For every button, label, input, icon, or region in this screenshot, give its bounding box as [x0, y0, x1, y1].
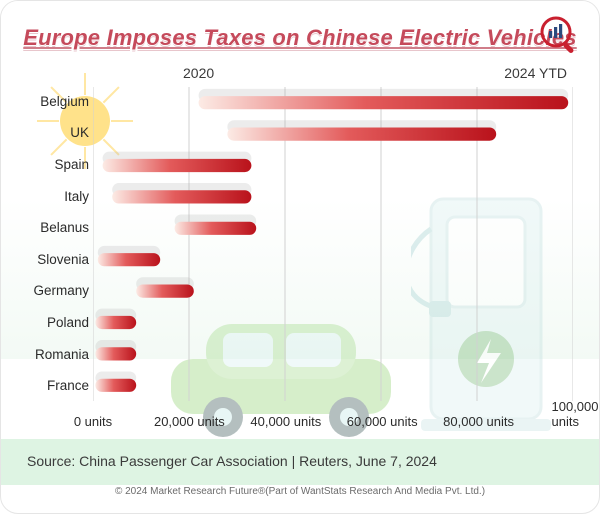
- y-label: Belanus: [19, 220, 89, 235]
- copyright-text: © 2024 Market Research Future®(Part of W…: [1, 486, 599, 497]
- source-text: Source: China Passenger Car Association …: [27, 453, 437, 469]
- y-label: Slovenia: [19, 252, 89, 267]
- y-label: France: [19, 378, 89, 393]
- y-label: Italy: [19, 189, 89, 204]
- x-label: 40,000 units: [250, 414, 321, 429]
- x-label: 0 units: [74, 414, 112, 429]
- content-layer: Europe Imposes Taxes on Chinese Electric…: [1, 1, 599, 513]
- y-label: Poland: [19, 315, 89, 330]
- x-label: 60,000 units: [347, 414, 418, 429]
- bar: [136, 285, 194, 298]
- legend-left: 2020: [183, 65, 214, 81]
- bar: [175, 222, 257, 235]
- bar: [95, 316, 136, 329]
- bar: [98, 253, 160, 266]
- chart-title: Europe Imposes Taxes on Chinese Electric…: [1, 25, 599, 51]
- x-label: 20,000 units: [154, 414, 225, 429]
- y-label: Belgium: [19, 94, 89, 109]
- x-label: 100,000 units: [552, 399, 599, 429]
- plot-svg: [93, 87, 573, 401]
- y-label: Spain: [19, 157, 89, 172]
- y-label: UK: [19, 125, 89, 140]
- bar: [95, 347, 136, 360]
- brand-logo-icon: [539, 15, 579, 55]
- y-label: Romania: [19, 347, 89, 362]
- chart-area: Belgium UK Spain Italy Belanus Slovenia German…: [19, 87, 573, 429]
- y-label: Germany: [19, 283, 89, 298]
- bar: [112, 190, 251, 203]
- bar: [227, 128, 496, 141]
- legend-right: 2024 YTD: [504, 65, 567, 81]
- plot-area: [93, 87, 573, 401]
- card: Europe Imposes Taxes on Chinese Electric…: [0, 0, 600, 514]
- bar: [103, 159, 252, 172]
- bar: [95, 379, 136, 392]
- bar: [199, 96, 569, 109]
- x-label: 80,000 units: [443, 414, 514, 429]
